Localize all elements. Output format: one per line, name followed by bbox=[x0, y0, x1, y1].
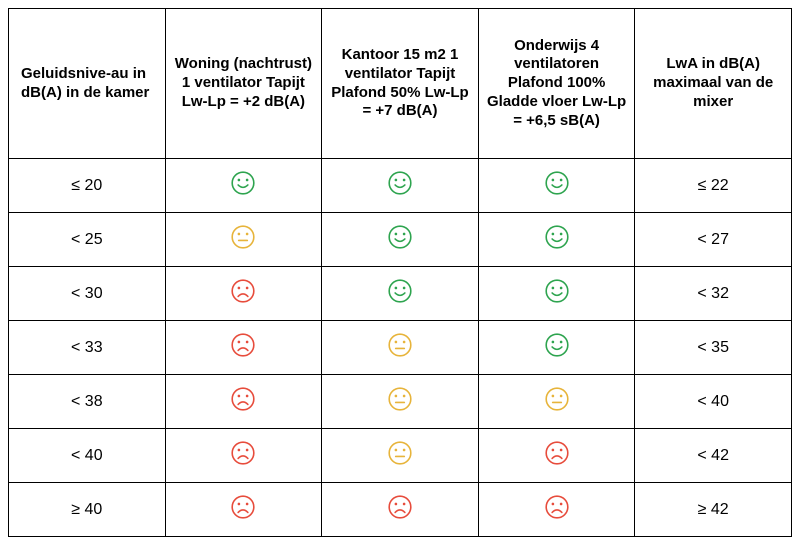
smiley-happy-icon bbox=[545, 333, 569, 362]
smiley-sad-icon bbox=[231, 279, 255, 308]
cell-onderwijs bbox=[478, 483, 635, 537]
cell-onderwijs bbox=[478, 213, 635, 267]
smiley-neutral-icon bbox=[231, 225, 255, 254]
cell-kantoor bbox=[322, 429, 479, 483]
table-row: ≤ 20 ≤ 22 bbox=[9, 159, 792, 213]
table-row: < 40 < 42 bbox=[9, 429, 792, 483]
cell-woning bbox=[165, 267, 322, 321]
smiley-sad-icon bbox=[231, 441, 255, 470]
cell-woning bbox=[165, 321, 322, 375]
cell-woning bbox=[165, 375, 322, 429]
cell-level: < 33 bbox=[9, 321, 166, 375]
table-row: < 25 < 27 bbox=[9, 213, 792, 267]
cell-kantoor bbox=[322, 321, 479, 375]
smiley-sad-icon bbox=[231, 495, 255, 524]
col-header-kantoor: Kantoor 15 m2 1 ventilator Tapijt Plafon… bbox=[322, 9, 479, 159]
smiley-neutral-icon bbox=[388, 333, 412, 362]
smiley-sad-icon bbox=[231, 387, 255, 416]
cell-onderwijs bbox=[478, 321, 635, 375]
cell-level: < 30 bbox=[9, 267, 166, 321]
cell-kantoor bbox=[322, 483, 479, 537]
table-header: Geluidsnive-au in dB(A) in de kamer Woni… bbox=[9, 9, 792, 159]
smiley-happy-icon bbox=[545, 171, 569, 200]
cell-level: ≥ 40 bbox=[9, 483, 166, 537]
header-row: Geluidsnive-au in dB(A) in de kamer Woni… bbox=[9, 9, 792, 159]
smiley-sad-icon bbox=[388, 495, 412, 524]
col-header-level: Geluidsnive-au in dB(A) in de kamer bbox=[9, 9, 166, 159]
cell-kantoor bbox=[322, 375, 479, 429]
cell-woning bbox=[165, 213, 322, 267]
smiley-happy-icon bbox=[388, 225, 412, 254]
table-row: ≥ 40 ≥ 42 bbox=[9, 483, 792, 537]
cell-max: ≥ 42 bbox=[635, 483, 792, 537]
cell-max: < 42 bbox=[635, 429, 792, 483]
smiley-neutral-icon bbox=[388, 441, 412, 470]
smiley-neutral-icon bbox=[388, 387, 412, 416]
col-header-onderwijs: Onderwijs 4 ventilatoren Plafond 100% Gl… bbox=[478, 9, 635, 159]
cell-onderwijs bbox=[478, 159, 635, 213]
cell-woning bbox=[165, 159, 322, 213]
cell-level: < 25 bbox=[9, 213, 166, 267]
cell-max: ≤ 22 bbox=[635, 159, 792, 213]
cell-woning bbox=[165, 429, 322, 483]
smiley-happy-icon bbox=[388, 279, 412, 308]
smiley-happy-icon bbox=[388, 171, 412, 200]
cell-max: < 27 bbox=[635, 213, 792, 267]
smiley-happy-icon bbox=[545, 279, 569, 308]
table-body: ≤ 20 ≤ 22< 25 < 27< 30 bbox=[9, 159, 792, 537]
cell-kantoor bbox=[322, 159, 479, 213]
cell-max: < 32 bbox=[635, 267, 792, 321]
table-row: < 30 < 32 bbox=[9, 267, 792, 321]
cell-kantoor bbox=[322, 267, 479, 321]
cell-level: < 40 bbox=[9, 429, 166, 483]
cell-woning bbox=[165, 483, 322, 537]
cell-onderwijs bbox=[478, 375, 635, 429]
table-row: < 38 < 40 bbox=[9, 375, 792, 429]
col-header-woning: Woning (nachtrust) 1 ventilator Tapijt L… bbox=[165, 9, 322, 159]
noise-level-table: Geluidsnive-au in dB(A) in de kamer Woni… bbox=[8, 8, 792, 537]
smiley-sad-icon bbox=[231, 333, 255, 362]
smiley-happy-icon bbox=[231, 171, 255, 200]
cell-onderwijs bbox=[478, 267, 635, 321]
smiley-sad-icon bbox=[545, 441, 569, 470]
smiley-sad-icon bbox=[545, 495, 569, 524]
cell-max: < 40 bbox=[635, 375, 792, 429]
cell-level: ≤ 20 bbox=[9, 159, 166, 213]
smiley-neutral-icon bbox=[545, 387, 569, 416]
table-row: < 33 < 35 bbox=[9, 321, 792, 375]
cell-max: < 35 bbox=[635, 321, 792, 375]
cell-kantoor bbox=[322, 213, 479, 267]
cell-onderwijs bbox=[478, 429, 635, 483]
smiley-happy-icon bbox=[545, 225, 569, 254]
col-header-max: LwA in dB(A) maximaal van de mixer bbox=[635, 9, 792, 159]
cell-level: < 38 bbox=[9, 375, 166, 429]
